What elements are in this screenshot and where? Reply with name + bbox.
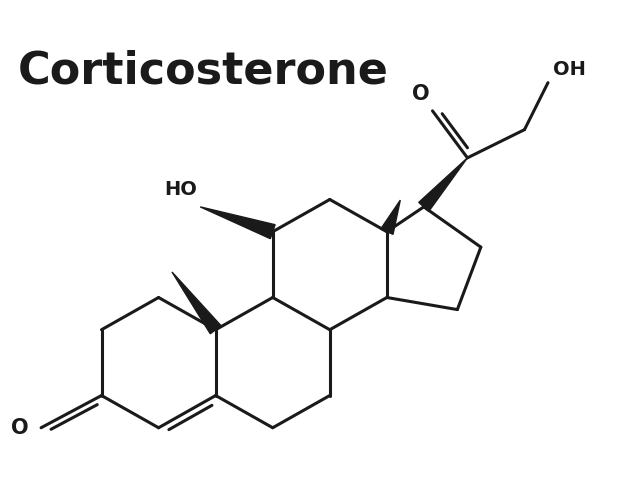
Text: OH: OH xyxy=(553,60,586,79)
Polygon shape xyxy=(381,200,400,234)
Polygon shape xyxy=(172,272,221,334)
Text: Corticosterone: Corticosterone xyxy=(18,49,389,92)
Polygon shape xyxy=(419,158,468,211)
Polygon shape xyxy=(200,207,275,238)
Text: O: O xyxy=(11,418,29,438)
Text: O: O xyxy=(411,84,429,104)
Text: HO: HO xyxy=(164,180,197,199)
